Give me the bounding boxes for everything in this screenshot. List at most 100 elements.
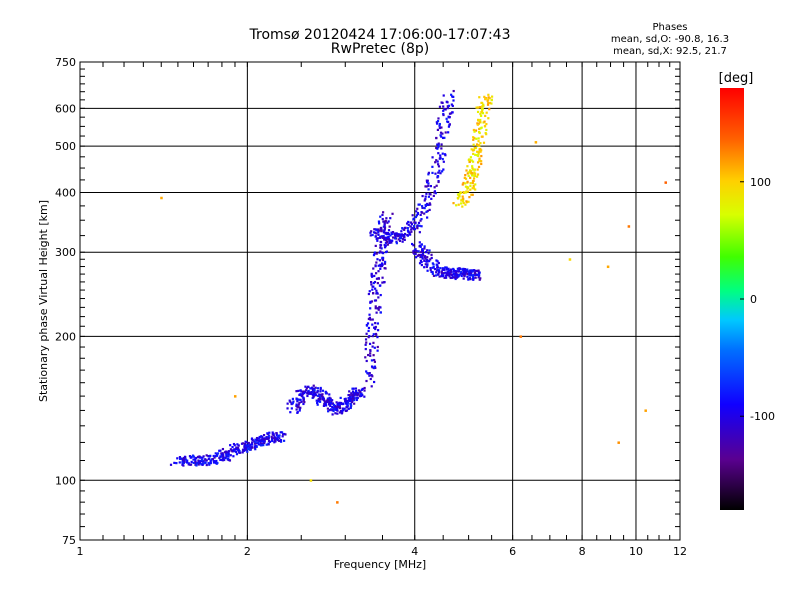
- echo-point: [260, 435, 263, 438]
- echo-point: [411, 227, 414, 230]
- echo-point: [463, 267, 466, 271]
- echo-point: [664, 181, 667, 184]
- echo-point: [369, 318, 372, 321]
- echo-point: [424, 197, 427, 201]
- echo-point: [426, 260, 429, 263]
- echo-point: [286, 402, 289, 405]
- echo-point: [370, 374, 373, 377]
- echo-point: [357, 389, 360, 392]
- echo-point: [447, 131, 450, 134]
- echo-point: [313, 388, 316, 392]
- echo-point: [381, 281, 384, 284]
- echo-point: [466, 185, 469, 189]
- echo-point: [374, 231, 377, 234]
- echo-point: [371, 233, 374, 237]
- echo-point: [182, 461, 185, 464]
- echo-point: [409, 225, 412, 228]
- echo-point: [457, 274, 461, 277]
- echo-point: [412, 250, 415, 253]
- echo-point: [466, 187, 469, 190]
- echo-point: [374, 287, 377, 290]
- echo-point: [435, 146, 438, 150]
- echo-point: [183, 460, 186, 463]
- echo-point: [448, 269, 451, 272]
- echo-point: [478, 159, 481, 162]
- echo-point: [346, 404, 349, 407]
- echo-point: [476, 106, 480, 109]
- echo-point: [199, 456, 202, 459]
- echo-point: [259, 439, 262, 442]
- echo-point: [381, 211, 385, 214]
- echo-point: [232, 449, 235, 452]
- echo-point: [379, 284, 382, 287]
- echo-point: [215, 462, 218, 465]
- echo-point: [431, 270, 434, 274]
- echo-point: [426, 179, 429, 182]
- echo-point: [207, 455, 210, 458]
- echo-point: [485, 128, 488, 132]
- echo-point: [441, 157, 444, 161]
- echo-point: [296, 400, 299, 403]
- echo-point: [326, 397, 329, 400]
- echo-point: [439, 131, 443, 134]
- echo-point: [443, 107, 446, 111]
- echo-point: [410, 223, 414, 226]
- echo-point: [350, 404, 353, 407]
- echo-point: [423, 212, 426, 215]
- colorbar-label: [deg]: [719, 71, 754, 86]
- echo-point: [450, 93, 453, 96]
- echo-point: [343, 397, 346, 401]
- echo-point: [303, 390, 306, 393]
- echo-point: [374, 327, 377, 331]
- echo-point: [376, 258, 379, 261]
- echo-point: [425, 265, 428, 269]
- echo-point: [462, 269, 465, 272]
- echo-point: [233, 444, 236, 447]
- echo-point: [365, 370, 368, 373]
- echo-point: [370, 359, 374, 362]
- echo-point: [188, 455, 192, 458]
- echo-point: [468, 274, 471, 277]
- echo-point: [420, 205, 424, 208]
- echo-point: [458, 193, 461, 196]
- echo-point: [426, 181, 429, 184]
- echo-point: [262, 437, 265, 440]
- echo-point: [228, 459, 231, 462]
- echo-point: [373, 360, 377, 363]
- echo-point: [487, 93, 490, 96]
- echo-point: [490, 99, 493, 102]
- echo-point: [437, 143, 440, 147]
- echo-point: [444, 274, 448, 277]
- echo-point: [299, 389, 302, 392]
- echo-point: [383, 262, 387, 265]
- echo-point: [255, 436, 259, 440]
- echo-point: [441, 170, 444, 173]
- echo-point: [459, 191, 462, 194]
- echo-point: [390, 232, 394, 236]
- echo-point: [481, 110, 484, 113]
- echo-point: [406, 229, 410, 232]
- echo-point: [297, 389, 300, 393]
- echo-point: [358, 395, 362, 398]
- echo-point: [278, 437, 281, 440]
- echo-point: [243, 444, 246, 448]
- plot-frame: [79, 61, 681, 541]
- echo-point: [378, 259, 382, 262]
- echo-point: [466, 270, 469, 273]
- echo-point: [392, 236, 395, 239]
- echo-point: [483, 125, 487, 128]
- echo-point: [477, 152, 480, 155]
- echo-point: [306, 385, 310, 389]
- echo-point: [275, 432, 278, 435]
- echo-point: [476, 123, 479, 126]
- echo-point: [324, 400, 327, 403]
- echo-point: [420, 253, 423, 257]
- echo-point: [220, 452, 223, 455]
- echo-point: [236, 446, 240, 450]
- echo-point: [219, 455, 222, 458]
- echo-point: [253, 446, 256, 449]
- echo-point: [369, 234, 372, 237]
- echo-point: [332, 407, 335, 410]
- echo-point: [472, 184, 475, 187]
- echo-point: [438, 126, 441, 130]
